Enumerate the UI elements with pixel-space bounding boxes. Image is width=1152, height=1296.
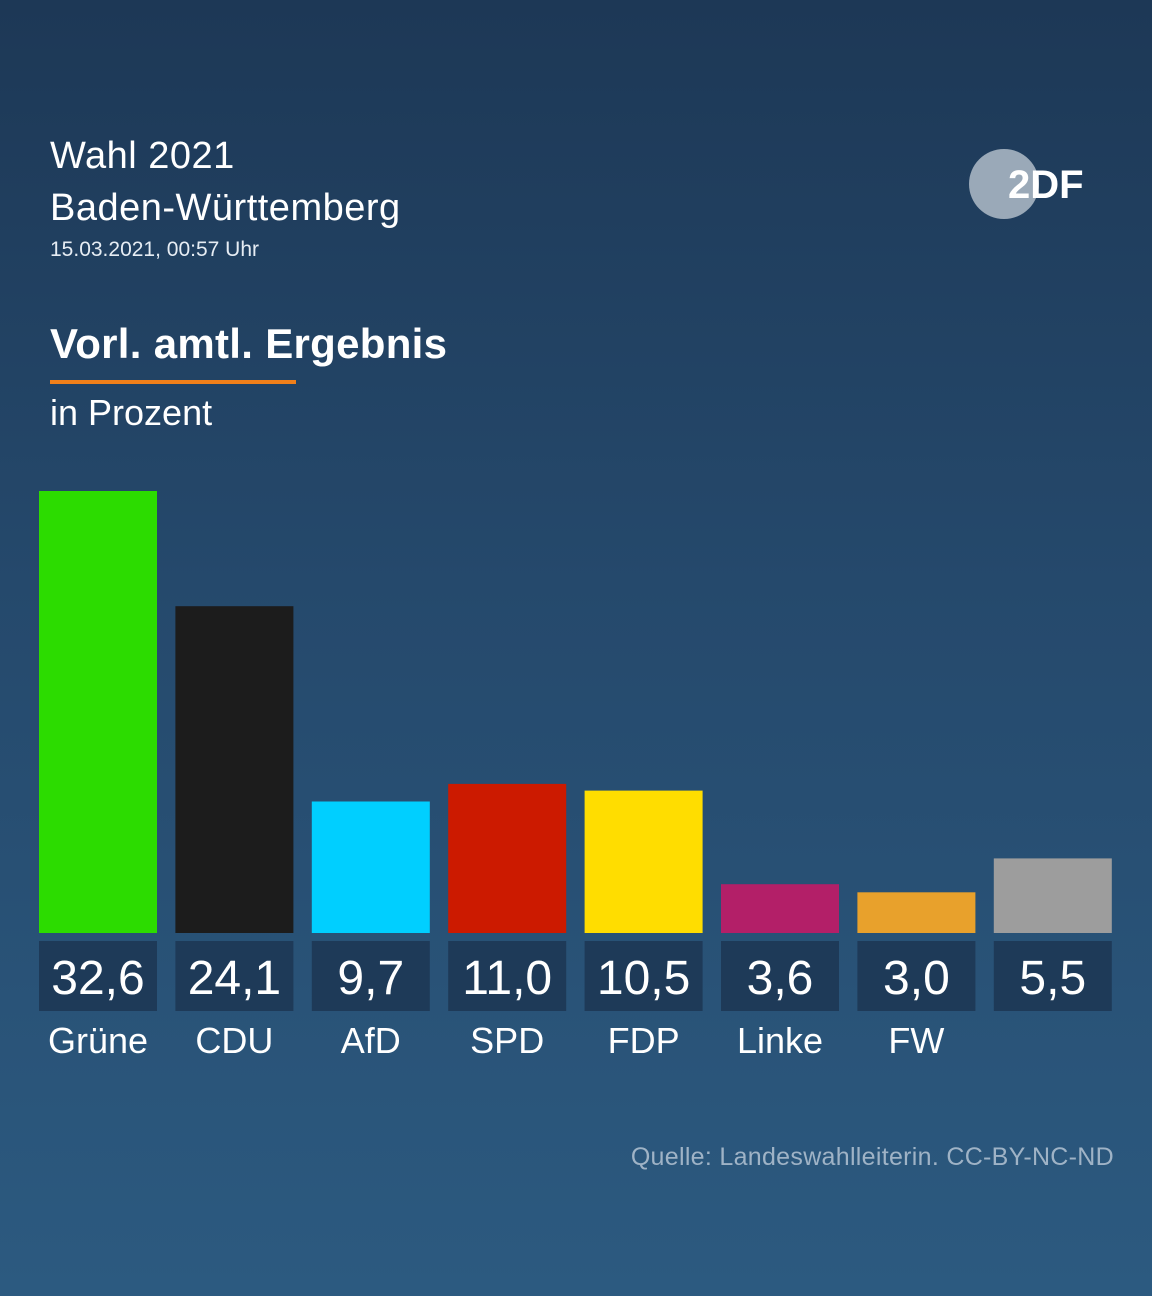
value-label: 5,5 xyxy=(1019,952,1086,1005)
value-label-box xyxy=(39,941,157,1011)
source-note: Quelle: Landeswahlleiterin. CC-BY-NC-ND xyxy=(630,1143,1114,1171)
accent-line xyxy=(50,380,296,384)
bar-afd xyxy=(311,801,430,933)
value-label: 11,0 xyxy=(462,952,552,1005)
bar-fdp xyxy=(584,790,703,933)
value-label-box xyxy=(857,941,976,1011)
category-label: FW xyxy=(888,1020,944,1061)
bar-chart: 32,6 Grüne 24,1 CDU 9,7 AfD 11,0 SPD 10,5 FDP 3,6 L… xyxy=(39,491,1112,1061)
region-title: Baden-Württemberg xyxy=(50,187,401,229)
bar-spd xyxy=(448,783,567,933)
category-label: SPD xyxy=(470,1020,544,1061)
zdf-logo-circle xyxy=(969,149,1039,219)
value-label: 9,7 xyxy=(337,952,404,1005)
zdf-logo: 2DF xyxy=(969,149,1084,219)
value-label-box xyxy=(448,941,567,1011)
value-label-box xyxy=(584,941,703,1011)
value-label-box xyxy=(311,941,430,1011)
chart-header: Wahl 2021 Baden-Württemberg 15.03.2021, … xyxy=(50,130,401,262)
value-label-box xyxy=(721,941,839,1011)
value-label-box xyxy=(993,941,1112,1011)
bar-linke xyxy=(721,884,839,933)
value-label-box xyxy=(175,941,294,1011)
unit-label: in Prozent xyxy=(50,392,213,433)
category-label: Linke xyxy=(737,1020,823,1061)
value-label: 24,1 xyxy=(188,952,281,1005)
zdf-logo-text: 2DF xyxy=(1008,163,1084,207)
bar-grüne xyxy=(39,491,157,933)
value-label: 10,5 xyxy=(597,952,690,1005)
value-label: 3,0 xyxy=(883,952,950,1005)
category-label: CDU xyxy=(195,1020,273,1061)
section-title: Vorl. amtl. Ergebnis xyxy=(50,320,448,367)
value-label: 32,6 xyxy=(51,952,144,1005)
election-title: Wahl 2021 xyxy=(50,135,235,177)
bar-sonstige xyxy=(993,858,1112,933)
timestamp: 15.03.2021, 00:57 Uhr xyxy=(50,238,259,261)
value-label: 3,6 xyxy=(747,952,814,1005)
bar-cdu xyxy=(175,606,294,933)
bar-fw xyxy=(857,892,976,933)
category-label: Grüne xyxy=(48,1020,148,1061)
category-label: AfD xyxy=(341,1020,401,1061)
category-label: FDP xyxy=(608,1020,680,1061)
